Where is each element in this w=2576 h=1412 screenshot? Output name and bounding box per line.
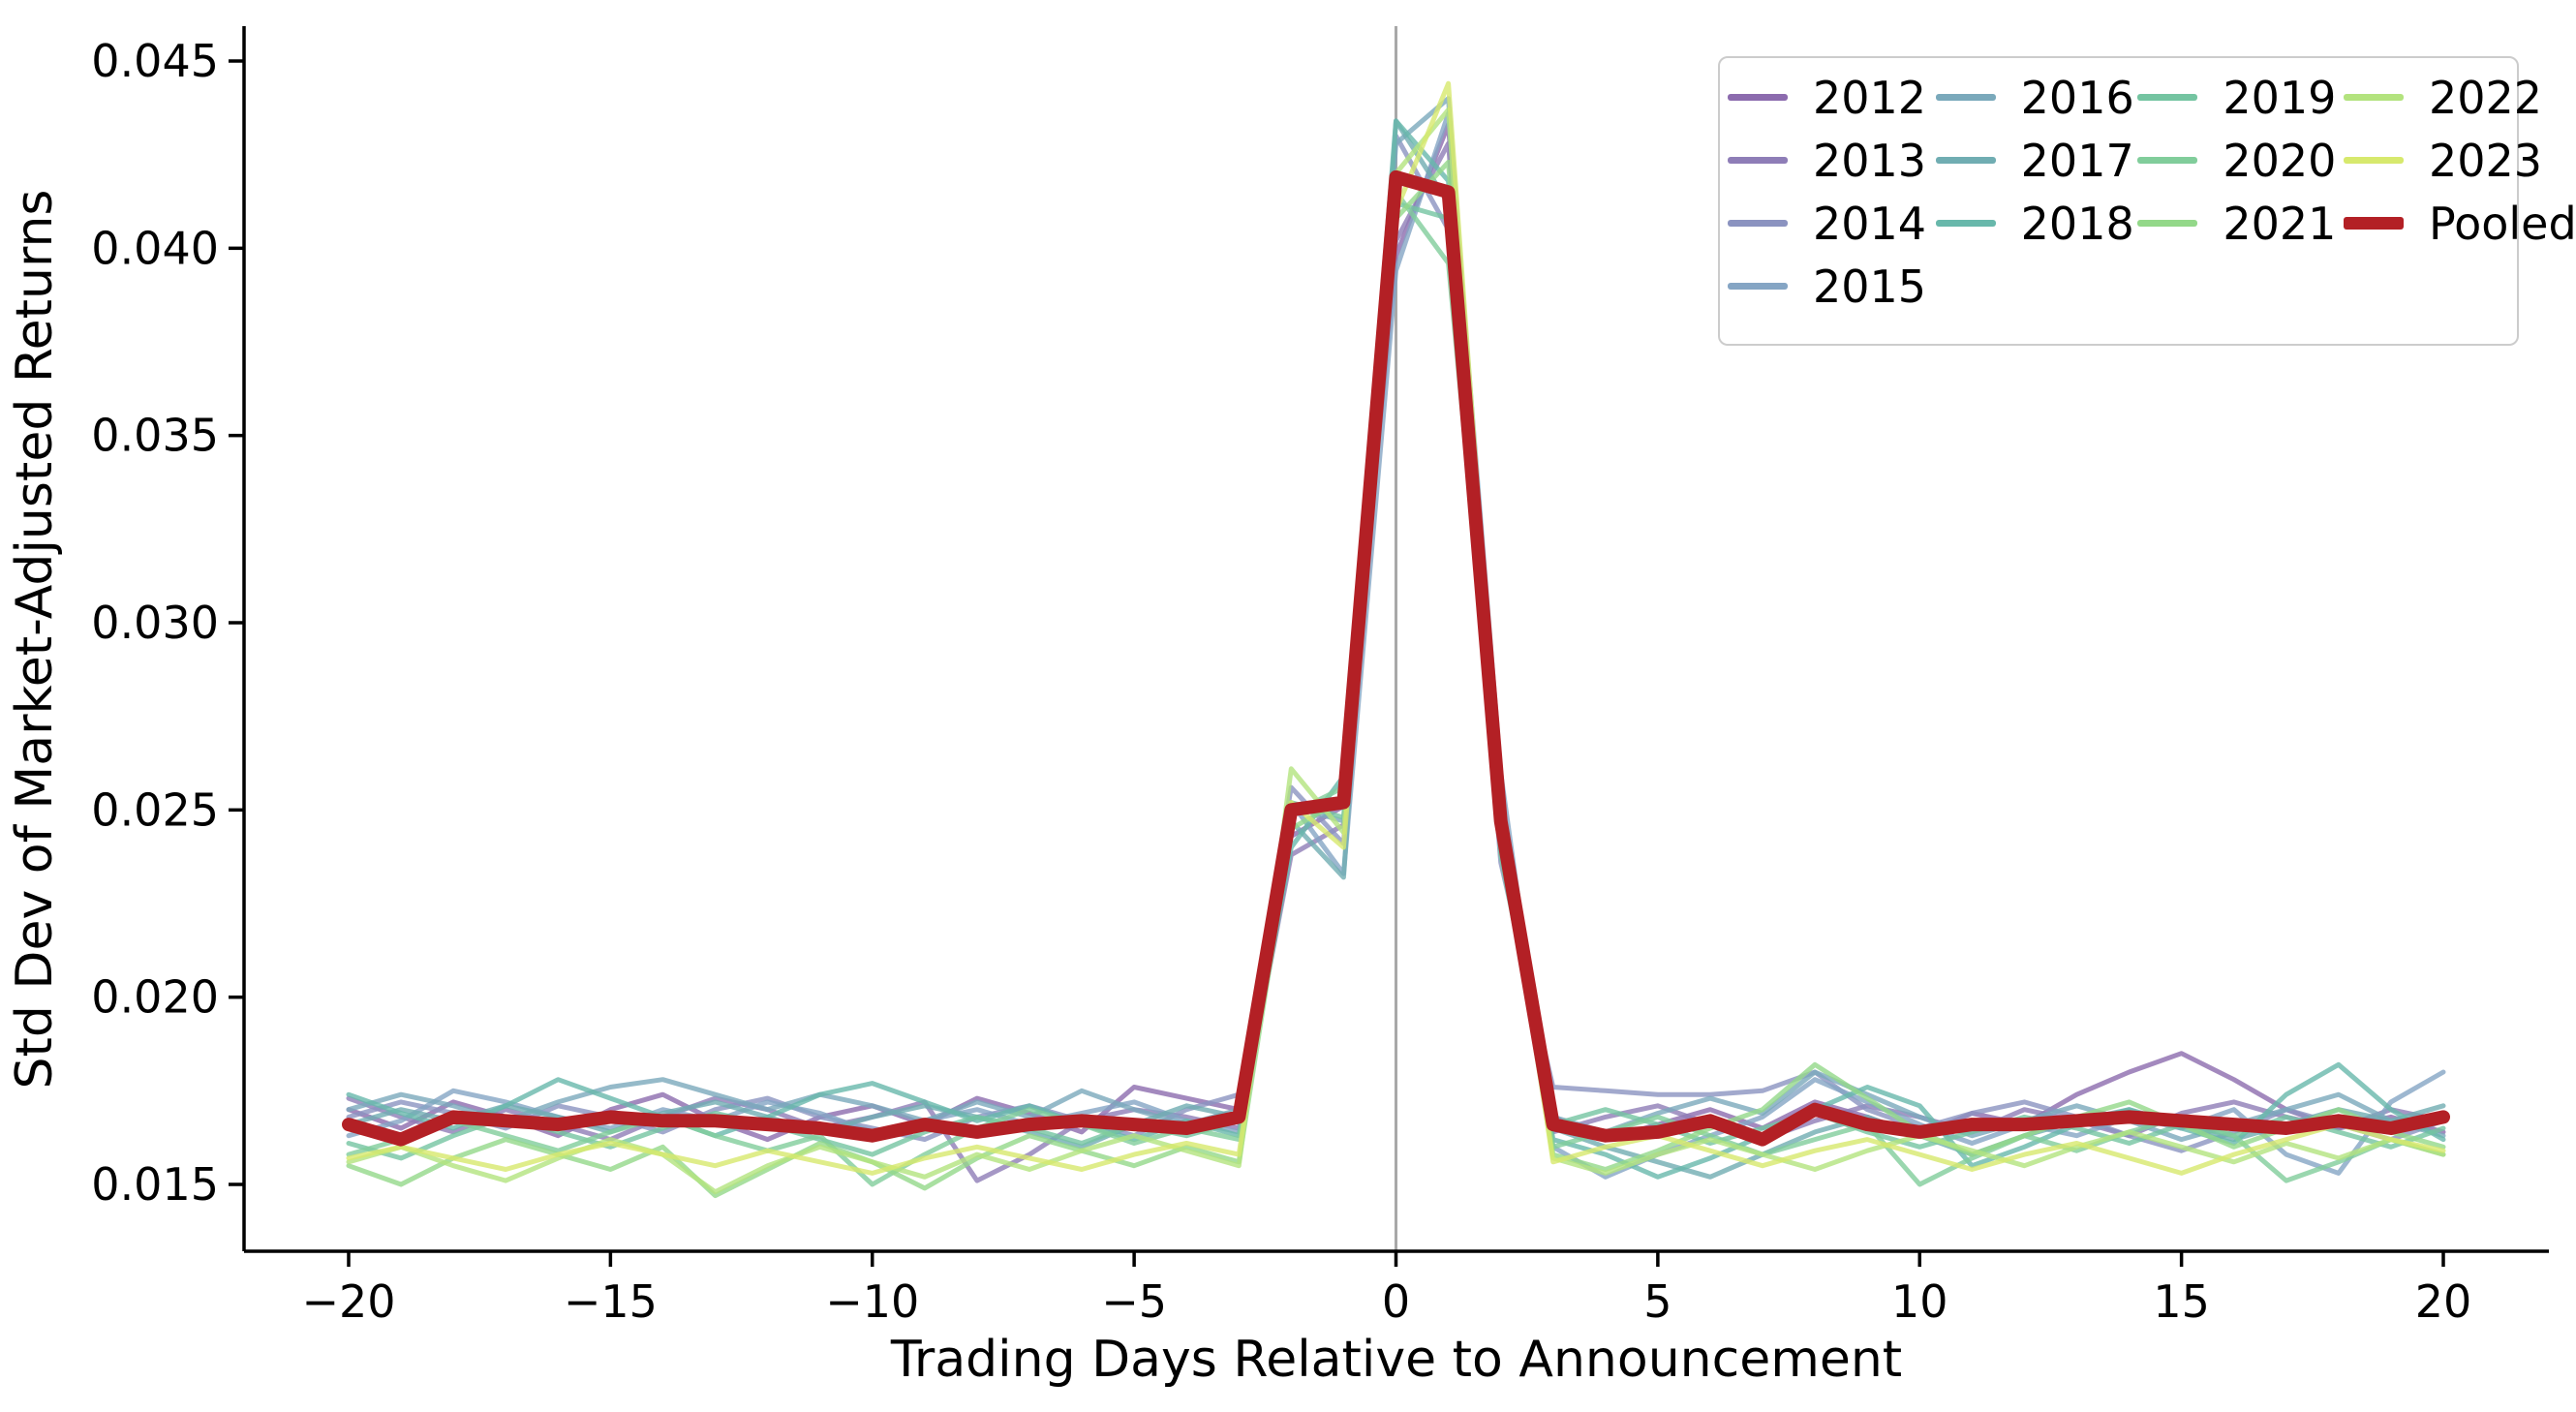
x-tick-label: 20 xyxy=(2415,1275,2472,1328)
legend-swatch-2021 xyxy=(2137,220,2198,227)
legend-entry-2019: 2019 xyxy=(2137,66,2344,129)
legend-column-2: 2016 2017 2018 xyxy=(1935,66,2138,344)
legend-entry-2015: 2015 xyxy=(1728,255,1936,318)
legend: 2012 2013 2014 2015 2016 2017 2018 2019 2020 2021… xyxy=(1718,56,2576,346)
y-tick-label: 0.035 xyxy=(91,410,219,462)
y-axis-title: Std Dev of Market-Adjusted Returns xyxy=(6,189,64,1090)
x-tick-label: −20 xyxy=(301,1275,395,1328)
y-tick-label: 0.020 xyxy=(91,971,219,1024)
y-tick-label: 0.030 xyxy=(91,597,219,649)
legend-label-2019: 2019 xyxy=(2223,71,2337,124)
legend-swatch-2012 xyxy=(1728,94,1788,101)
x-tick-label: −10 xyxy=(825,1275,919,1328)
legend-column-4: 2022 2023 Pooled xyxy=(2344,66,2576,344)
y-tick-label: 0.015 xyxy=(91,1158,219,1211)
legend-entry-2016: 2016 xyxy=(1935,66,2138,129)
legend-label-2014: 2014 xyxy=(1813,197,1927,250)
y-tick-label: 0.025 xyxy=(91,783,219,836)
legend-label-2015: 2015 xyxy=(1813,260,1927,313)
legend-swatch-2018 xyxy=(1935,220,1996,227)
legend-label-2013: 2013 xyxy=(1813,134,1927,187)
legend-label-2018: 2018 xyxy=(2020,197,2134,250)
x-tick-label: 15 xyxy=(2153,1275,2210,1328)
legend-label-2017: 2017 xyxy=(2020,134,2134,187)
legend-label-2012: 2012 xyxy=(1813,71,1927,124)
legend-column-1: 2012 2013 2014 2015 xyxy=(1728,66,1936,344)
legend-swatch-2016 xyxy=(1935,94,1996,101)
legend-entry-2017: 2017 xyxy=(1935,129,2138,192)
legend-label-2022: 2022 xyxy=(2429,71,2543,124)
legend-entry-2023: 2023 xyxy=(2344,129,2542,192)
legend-entry-2014: 2014 xyxy=(1728,192,1936,255)
legend-entry-2018: 2018 xyxy=(1935,192,2138,255)
legend-label-2023: 2023 xyxy=(2429,134,2543,187)
x-tick-label: 10 xyxy=(1891,1275,1948,1328)
legend-entry-2022: 2022 xyxy=(2344,66,2542,129)
legend-swatch-Pooled xyxy=(2344,217,2404,230)
legend-swatch-2023 xyxy=(2344,157,2404,164)
x-tick-label: −5 xyxy=(1101,1275,1167,1328)
legend-entry-2013: 2013 xyxy=(1728,129,1936,192)
legend-entry-Pooled: Pooled xyxy=(2344,192,2576,255)
legend-entry-2021: 2021 xyxy=(2137,192,2344,255)
legend-swatch-2015 xyxy=(1728,283,1788,290)
x-axis-title: Trading Days Relative to Announcement xyxy=(890,1331,1903,1389)
y-tick-label: 0.040 xyxy=(91,222,219,274)
y-tick-label: 0.045 xyxy=(91,35,219,87)
legend-label-2016: 2016 xyxy=(2020,71,2134,124)
legend-label-2021: 2021 xyxy=(2223,197,2337,250)
legend-swatch-2017 xyxy=(1935,157,1996,164)
legend-entry-2020: 2020 xyxy=(2137,129,2344,192)
x-tick-label: −15 xyxy=(564,1275,658,1328)
legend-swatch-2022 xyxy=(2344,94,2404,101)
legend-label-Pooled: Pooled xyxy=(2429,197,2576,250)
legend-swatch-2014 xyxy=(1728,220,1788,227)
x-tick-label: 5 xyxy=(1643,1275,1671,1328)
series-line-Pooled xyxy=(342,169,2450,1147)
legend-swatch-2019 xyxy=(2137,94,2198,101)
x-tick-label: 0 xyxy=(1382,1275,1410,1328)
legend-swatch-2020 xyxy=(2137,157,2198,164)
legend-column-3: 2019 2020 2021 xyxy=(2137,66,2344,344)
legend-entry-2012: 2012 xyxy=(1728,66,1936,129)
legend-label-2020: 2020 xyxy=(2223,134,2337,187)
legend-swatch-2013 xyxy=(1728,157,1788,164)
